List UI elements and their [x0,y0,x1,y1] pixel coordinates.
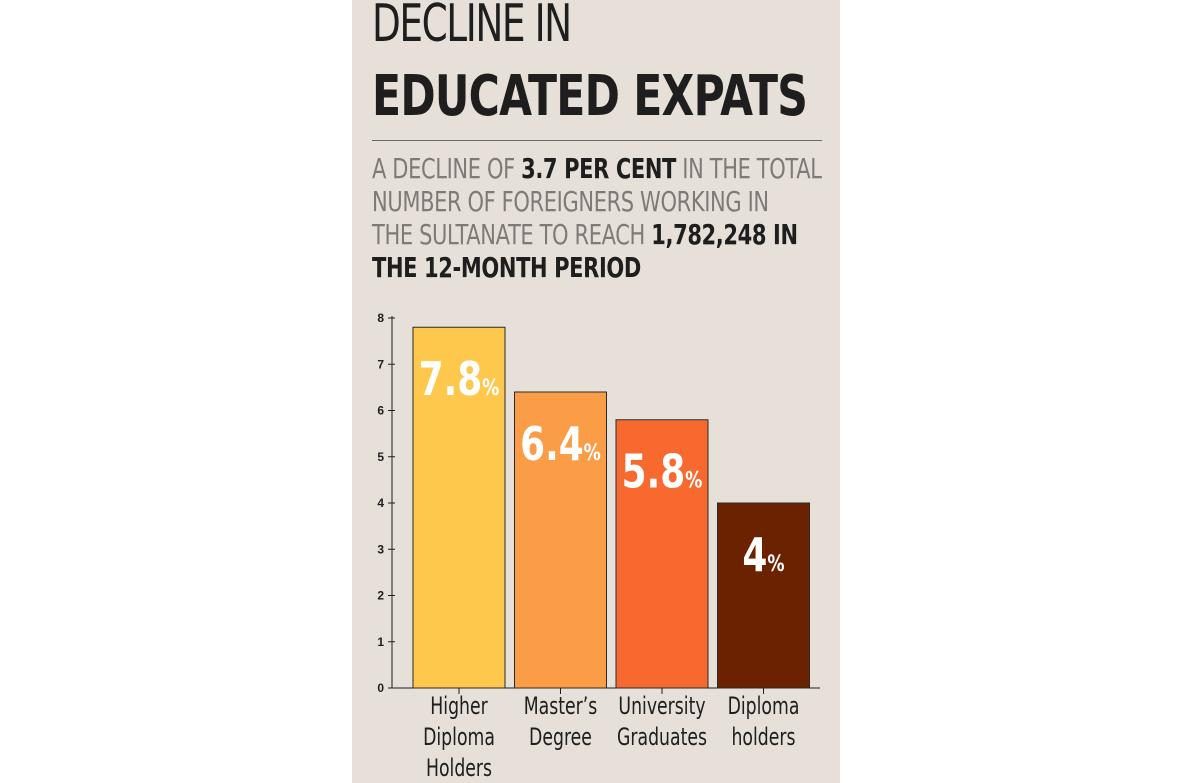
bar-value-label: 4% [742,529,784,583]
subtitle-text: A DECLINE OF [372,152,522,185]
title-line-2: EDUCATED EXPATS [372,64,808,129]
title-divider [372,140,822,141]
subtitle-line-4: THE 12-MONTH PERIOD [372,251,641,284]
y-tick-label: 8 [377,311,384,325]
bar-value-label: 5.8% [622,445,703,499]
y-tick-label: 5 [377,450,384,464]
y-tick-label: 7 [377,357,384,371]
y-tick-label: 4 [377,496,384,510]
bar [717,502,810,689]
y-tick-label: 2 [377,589,384,603]
bar-chart: 0 1 2 3 4 5 6 7 8 7.8% Higher Diploma Holders 6.4% Mas… [377,311,820,782]
y-tick-label: 3 [377,542,384,556]
subtitle-highlight-percent: 3.7 PER CENT [521,152,676,185]
category-label: Diploma holders [728,692,800,751]
infographic-panel: DECLINE IN EDUCATED EXPATS A DECLINE OF … [352,0,840,783]
title-line-1: DECLINE IN [372,0,572,54]
y-tick-label: 1 [377,635,384,649]
bar-value-label: 6.4% [520,418,601,472]
subtitle-line-2: NUMBER OF FOREIGNERS WORKING IN [372,185,769,218]
category-label: Master’s Degree [524,692,597,751]
subtitle-line-1: A DECLINE OF 3.7 PER CENT IN THE TOTAL [372,152,822,185]
y-tick-label: 0 [377,681,384,695]
y-tick-label: 6 [377,404,384,418]
bar [412,326,506,689]
bar [514,391,607,689]
category-label: Higher Diploma Holders [423,692,495,782]
subtitle-line-3: THE SULTANATE TO REACH 1,782,248 IN [372,218,822,251]
bar-value-label: 7.8% [419,353,500,407]
bar [615,419,709,689]
subtitle-highlight-count: 1,782,248 IN [651,218,798,251]
subtitle-text: THE SULTANATE TO REACH [372,218,652,251]
subtitle-text: IN THE TOTAL [675,152,822,185]
category-label: University Graduates [617,692,707,751]
subtitle: A DECLINE OF 3.7 PER CENT IN THE TOTAL N… [372,152,822,284]
